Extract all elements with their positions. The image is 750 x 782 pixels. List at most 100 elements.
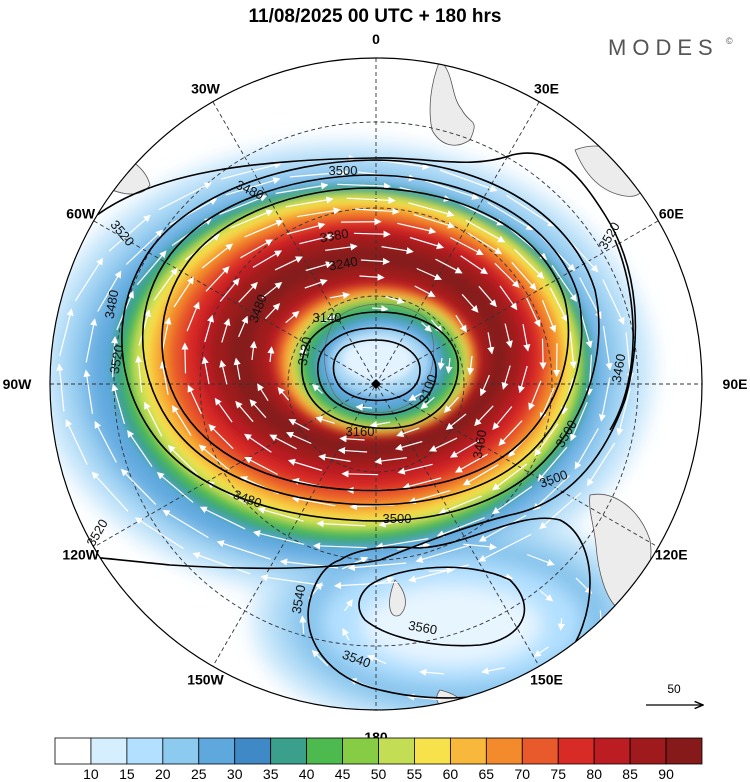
wind-arrow-108 bbox=[511, 261, 537, 291]
wind-arrow-129 bbox=[465, 219, 506, 243]
wind-arrow-178 bbox=[579, 277, 602, 320]
wind-arrow-40 bbox=[269, 434, 297, 450]
wind-arrow-107 bbox=[467, 232, 503, 255]
wind-arrow-199 bbox=[506, 194, 556, 227]
wind-arrow-50 bbox=[504, 323, 513, 349]
wind-arrow-105 bbox=[355, 207, 400, 216]
wind-arrow-135 bbox=[491, 486, 533, 515]
pole-marker bbox=[371, 379, 381, 389]
wind-arrow-34 bbox=[461, 293, 479, 313]
wind-arrow-232 bbox=[355, 403, 373, 411]
wind-arrow-22 bbox=[479, 374, 490, 397]
colorbar-swatch-13 bbox=[521, 737, 559, 765]
wind-arrow-7 bbox=[385, 296, 405, 304]
wind-arrow-124 bbox=[184, 233, 220, 261]
meridian-label-8: 120W bbox=[62, 547, 99, 563]
wind-arrow-78 bbox=[181, 342, 189, 374]
wind-arrow-215 bbox=[463, 543, 497, 551]
wind-arrow-198 bbox=[439, 169, 498, 192]
wind-arrow-29 bbox=[238, 315, 249, 338]
wind-speed-field bbox=[50, 58, 702, 710]
wind-arrow-46 bbox=[325, 243, 358, 251]
wind-arrow-81 bbox=[240, 239, 274, 259]
wind-arrow-222 bbox=[367, 654, 387, 665]
meridian-label-7: 150W bbox=[187, 671, 224, 687]
colorbar-swatch-8 bbox=[342, 737, 379, 765]
colorbar-swatch-7 bbox=[306, 737, 343, 765]
wind-arrow-101 bbox=[173, 276, 194, 308]
colorbar-swatch-12 bbox=[485, 737, 523, 765]
wind-arrow-18 bbox=[359, 273, 385, 281]
wind-arrow-99 bbox=[159, 361, 169, 395]
wind-arrow-65 bbox=[353, 230, 391, 238]
wind-arrow-193 bbox=[108, 214, 151, 252]
wind-arrow-53 bbox=[492, 406, 513, 431]
wind-arrow-60 bbox=[201, 356, 210, 384]
wind-arrow-220 bbox=[481, 667, 505, 675]
wind-arrow-194 bbox=[158, 182, 212, 211]
wind-arrow-82 bbox=[286, 222, 326, 235]
wind-arrow-19 bbox=[414, 285, 436, 297]
wind-arrow-35 bbox=[487, 332, 495, 355]
wind-arrow-1 bbox=[369, 420, 391, 429]
meridian-label-4: 120E bbox=[655, 547, 688, 563]
wind-arrow-217 bbox=[575, 577, 593, 595]
wind-arrow-158 bbox=[533, 475, 571, 511]
colorbar-label-9: 55 bbox=[407, 766, 423, 782]
wind-arrow-188 bbox=[91, 471, 129, 512]
wind-arrow-126 bbox=[285, 196, 334, 208]
wind-arrow-42 bbox=[219, 359, 228, 385]
wind-arrow-49 bbox=[478, 285, 497, 308]
colorbar-swatch-10 bbox=[414, 737, 451, 765]
colorbar-swatch-11 bbox=[449, 737, 487, 765]
wind-arrow-204 bbox=[586, 442, 616, 487]
wind-arrow-31 bbox=[305, 261, 334, 272]
wind-arrow-179 bbox=[602, 326, 613, 371]
modes-logo: MODES © bbox=[608, 35, 733, 60]
wind-arrow-55 bbox=[397, 463, 433, 475]
colorbar-swatch-17 bbox=[665, 737, 703, 765]
colorbar-label-15: 85 bbox=[622, 766, 638, 782]
wind-arrow-64 bbox=[299, 233, 335, 245]
wind-arrow-203 bbox=[616, 388, 631, 436]
wind-arrow-77 bbox=[187, 384, 202, 415]
wind-arrow-161 bbox=[347, 562, 407, 572]
wind-arrow-48 bbox=[435, 258, 463, 274]
colorbar-swatch-3 bbox=[162, 737, 200, 765]
reference-vector-label: 50 bbox=[667, 682, 681, 696]
wind-arrow-68 bbox=[499, 285, 518, 311]
contour-label-0: 3500 bbox=[329, 163, 358, 178]
wind-arrow-154 bbox=[551, 265, 577, 302]
colorbar-swatch-4 bbox=[198, 737, 236, 765]
wind-arrow-132 bbox=[569, 331, 577, 369]
wind-arrow-97 bbox=[198, 444, 230, 471]
wind-arrow-191 bbox=[59, 308, 74, 356]
wind-arrow-228 bbox=[539, 590, 554, 602]
wind-arrow-88 bbox=[539, 338, 547, 370]
wind-arrow-221 bbox=[419, 668, 445, 676]
wind-arrow-120 bbox=[144, 401, 163, 437]
wind-arrow-95 bbox=[291, 495, 336, 507]
wind-arrow-229 bbox=[557, 618, 565, 631]
wind-arrow-125 bbox=[230, 209, 274, 229]
wind-arrow-59 bbox=[214, 397, 233, 423]
wind-arrow-141 bbox=[156, 472, 194, 503]
wind-arrow-230 bbox=[437, 357, 445, 371]
wind-arrow-150 bbox=[337, 182, 391, 190]
wind-arrow-75 bbox=[244, 456, 278, 476]
colorbar-swatch-14 bbox=[557, 737, 595, 765]
wind-arrow-175 bbox=[425, 180, 480, 200]
wind-arrow-24 bbox=[394, 440, 423, 451]
wind-arrow-144 bbox=[111, 336, 119, 378]
wind-arrow-26 bbox=[286, 431, 312, 445]
wind-arrow-9 bbox=[445, 358, 453, 374]
wind-arrow-226 bbox=[428, 566, 454, 574]
wind-arrow-14 bbox=[257, 383, 269, 402]
wind-arrow-4 bbox=[267, 346, 275, 362]
wind-arrow-90 bbox=[539, 387, 555, 420]
colorbar-label-10: 60 bbox=[443, 766, 459, 782]
colorbar-swatch-16 bbox=[629, 737, 667, 765]
wind-arrow-103 bbox=[244, 219, 284, 238]
wind-arrow-45 bbox=[274, 256, 303, 271]
wind-arrow-104 bbox=[296, 207, 341, 218]
